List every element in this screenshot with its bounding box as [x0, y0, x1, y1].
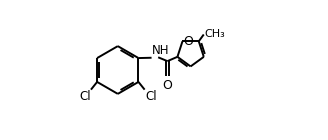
- Text: Cl: Cl: [145, 90, 157, 103]
- Text: CH₃: CH₃: [204, 30, 225, 39]
- Text: Cl: Cl: [79, 90, 91, 103]
- Text: NH: NH: [152, 44, 170, 57]
- Text: O: O: [183, 35, 193, 48]
- Text: O: O: [162, 79, 172, 92]
